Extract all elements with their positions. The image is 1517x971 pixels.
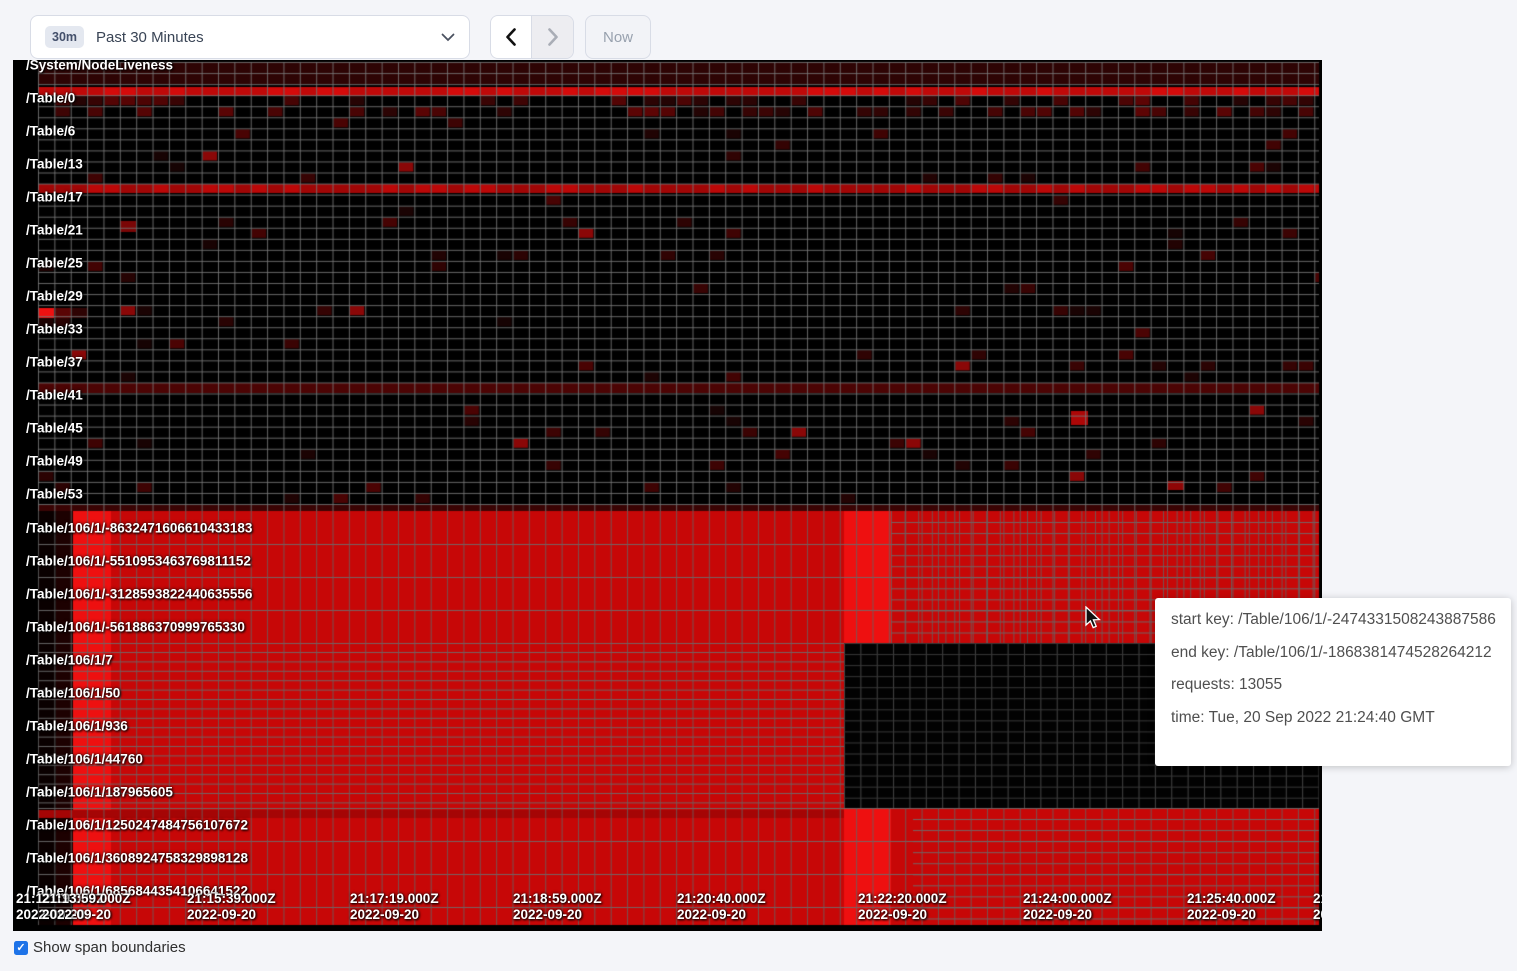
heatmap-canvas[interactable] <box>13 60 1322 931</box>
time-range-select[interactable]: 30m Past 30 Minutes <box>30 15 470 59</box>
chevron-down-icon <box>441 33 455 42</box>
show-span-boundaries-control[interactable]: ✓ Show span boundaries <box>14 939 186 956</box>
tooltip-requests: requests: 13055 <box>1171 676 1283 693</box>
cell-tooltip: start key: /Table/106/1/-247433150824388… <box>1155 598 1511 766</box>
key-visualizer-heatmap[interactable]: /System/NodeLiveness /Table/0 /Table/6 /… <box>13 60 1322 931</box>
now-button[interactable]: Now <box>585 15 652 59</box>
tooltip-time: time: Tue, 20 Sep 2022 21:24:40 GMT <box>1171 708 1435 726</box>
time-range-label: Past 30 Minutes <box>96 28 204 46</box>
show-span-boundaries-checkbox[interactable]: ✓ <box>14 940 28 955</box>
previous-time-button[interactable] <box>491 16 532 58</box>
toolbar: 30m Past 30 Minutes Now <box>0 0 1517 60</box>
time-nav-group <box>490 15 574 59</box>
tooltip-end-key: end key: /Table/106/1/-18683814745282642… <box>1171 643 1492 661</box>
show-span-boundaries-label[interactable]: Show span boundaries <box>33 939 186 956</box>
time-range-badge: 30m <box>45 26 85 48</box>
next-time-button[interactable] <box>532 16 573 58</box>
now-button-label: Now <box>603 28 634 46</box>
tooltip-start-key: start key: /Table/106/1/-247433150824388… <box>1171 611 1496 628</box>
